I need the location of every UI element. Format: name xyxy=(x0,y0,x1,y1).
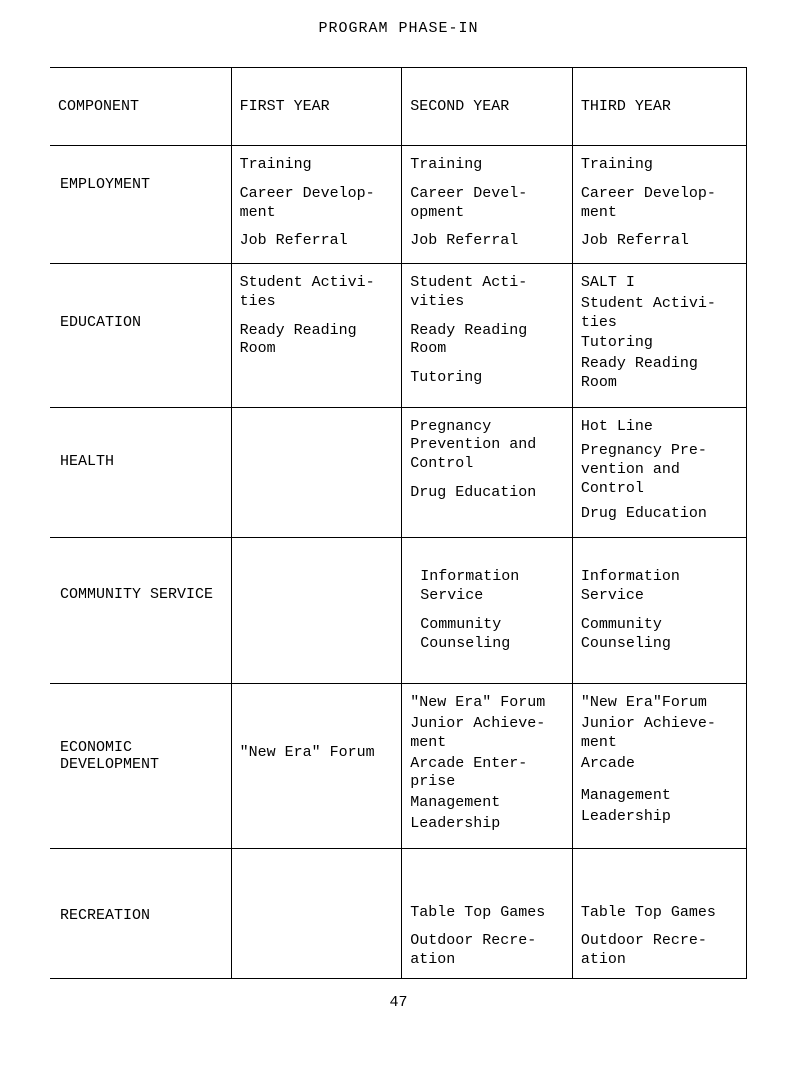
table-row: EDUCATION Student Activi-ties Ready Read… xyxy=(50,264,747,408)
table-row: COMMUNITY SERVICE Information Service Co… xyxy=(50,538,747,684)
page-title: PROGRAM PHASE-IN xyxy=(50,20,747,37)
cell: Student Acti-vities Ready Reading Room T… xyxy=(402,264,573,408)
list-item: Junior Achieve-ment xyxy=(410,715,564,753)
list-item: Table Top Games xyxy=(410,904,564,923)
list-item: Ready Reading Room xyxy=(410,322,564,360)
cell: Pregnancy Prevention and Control Drug Ed… xyxy=(402,407,573,538)
list-item: Training xyxy=(410,156,564,175)
row-label-employment: EMPLOYMENT xyxy=(50,146,231,264)
cell xyxy=(231,538,402,684)
table-row: HEALTH Pregnancy Prevention and Control … xyxy=(50,407,747,538)
cell: "New Era" Forum Junior Achieve-ment Arca… xyxy=(402,684,573,848)
list-item: Community Counseling xyxy=(581,616,738,654)
header-component: COMPONENT xyxy=(50,68,231,146)
list-item: Management xyxy=(410,794,564,813)
cell: Table Top Games Outdoor Recre-ation xyxy=(572,848,746,978)
list-item: Arcade xyxy=(581,755,738,774)
list-item: "New Era" Forum xyxy=(240,744,394,763)
list-item: SALT I xyxy=(581,274,738,293)
cell: "New Era"Forum Junior Achieve-ment Arcad… xyxy=(572,684,746,848)
row-label-education: EDUCATION xyxy=(50,264,231,408)
list-item: Leadership xyxy=(410,815,564,834)
cell: Training Career Develop-ment Job Referra… xyxy=(231,146,402,264)
list-item: Junior Achieve-ment xyxy=(581,715,738,753)
row-label-recreation: RECREATION xyxy=(50,848,231,978)
list-item: Arcade Enter-prise xyxy=(410,755,564,793)
row-label-community: COMMUNITY SERVICE xyxy=(50,538,231,684)
list-item: Tutoring xyxy=(410,369,564,388)
list-item: Ready Reading Room xyxy=(581,355,738,393)
list-item: Leadership xyxy=(581,808,738,827)
list-item: Information Service xyxy=(420,568,564,606)
list-item: Career Devel-opment xyxy=(410,185,564,223)
list-item: Ready Reading Room xyxy=(240,322,394,360)
list-item: "New Era" Forum xyxy=(410,694,564,713)
header-third-year: THIRD YEAR xyxy=(572,68,746,146)
list-item: Student Activi-ties xyxy=(240,274,394,312)
list-item: Job Referral xyxy=(410,232,564,251)
table-row: EMPLOYMENT Training Career Develop-ment … xyxy=(50,146,747,264)
list-item: Tutoring xyxy=(581,334,738,353)
program-table: COMPONENT FIRST YEAR SECOND YEAR THIRD Y… xyxy=(50,67,747,979)
list-item: Hot Line xyxy=(581,418,738,437)
cell: Training Career Devel-opment Job Referra… xyxy=(402,146,573,264)
list-item: Management xyxy=(581,787,738,806)
list-item: Pregnancy Prevention and Control xyxy=(410,418,564,474)
header-second-year: SECOND YEAR xyxy=(402,68,573,146)
list-item: Table Top Games xyxy=(581,904,738,923)
list-item: Drug Education xyxy=(410,484,564,503)
cell: Table Top Games Outdoor Recre-ation xyxy=(402,848,573,978)
cell: Information Service Community Counseling xyxy=(572,538,746,684)
row-label-economic: ECONOMIC DEVELOPMENT xyxy=(50,684,231,848)
list-item: Community Counseling xyxy=(420,616,564,654)
list-item: Training xyxy=(581,156,738,175)
row-label-health: HEALTH xyxy=(50,407,231,538)
list-item: Outdoor Recre-ation xyxy=(410,932,564,970)
list-item: Student Acti-vities xyxy=(410,274,564,312)
list-item: Job Referral xyxy=(581,232,738,251)
list-item: Student Activi-ties xyxy=(581,295,738,333)
cell: SALT I Student Activi-ties Tutoring Read… xyxy=(572,264,746,408)
table-header-row: COMPONENT FIRST YEAR SECOND YEAR THIRD Y… xyxy=(50,68,747,146)
cell: Student Activi-ties Ready Reading Room xyxy=(231,264,402,408)
list-item: Career Develop-ment xyxy=(581,185,738,223)
table-row: RECREATION Table Top Games Outdoor Recre… xyxy=(50,848,747,978)
cell xyxy=(231,407,402,538)
list-item: Career Develop-ment xyxy=(240,185,394,223)
header-first-year: FIRST YEAR xyxy=(231,68,402,146)
cell xyxy=(231,848,402,978)
cell: Hot Line Pregnancy Pre-vention and Contr… xyxy=(572,407,746,538)
list-item: Job Referral xyxy=(240,232,394,251)
page-number: 47 xyxy=(50,994,747,1011)
cell: Training Career Develop-ment Job Referra… xyxy=(572,146,746,264)
list-item: Pregnancy Pre-vention and Control xyxy=(581,442,738,498)
list-item: "New Era"Forum xyxy=(581,694,738,713)
list-item: Training xyxy=(240,156,394,175)
cell: Information Service Community Counseling xyxy=(402,538,573,684)
cell: "New Era" Forum xyxy=(231,684,402,848)
list-item: Outdoor Recre-ation xyxy=(581,932,738,970)
list-item: Drug Education xyxy=(581,505,738,524)
list-item: Information Service xyxy=(581,568,738,606)
table-row: ECONOMIC DEVELOPMENT "New Era" Forum "Ne… xyxy=(50,684,747,848)
